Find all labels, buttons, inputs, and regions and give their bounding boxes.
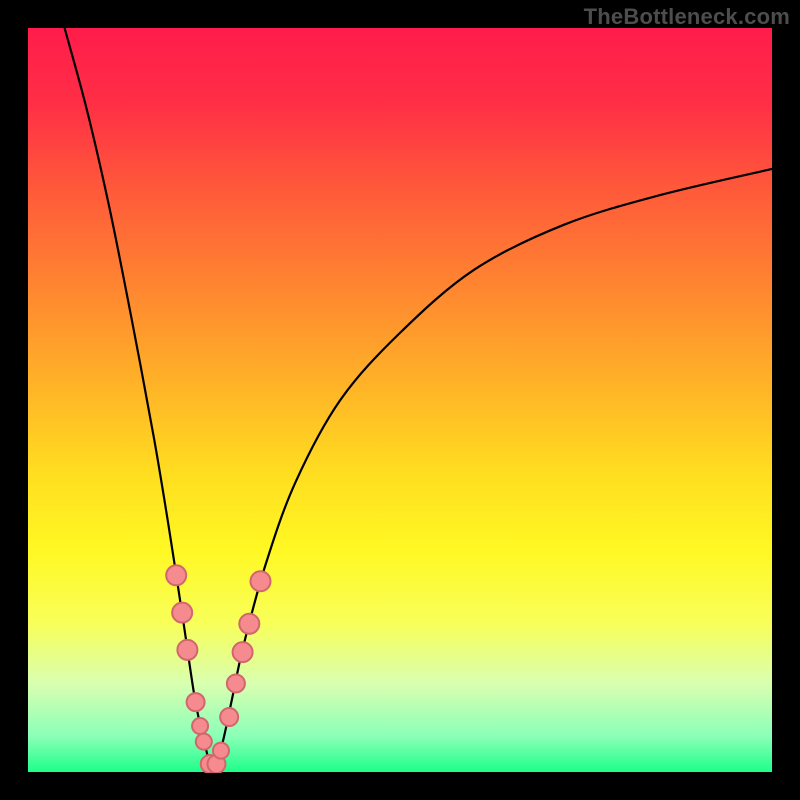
data-marker (227, 674, 245, 692)
data-marker (239, 614, 259, 634)
data-marker (187, 693, 205, 711)
data-marker (250, 571, 270, 591)
data-marker (233, 642, 253, 662)
data-marker (220, 708, 238, 726)
data-marker (172, 603, 192, 623)
data-marker (166, 565, 186, 585)
data-marker (196, 734, 212, 750)
data-marker (192, 718, 208, 734)
chart-canvas: TheBottleneck.com (0, 0, 800, 800)
bottleneck-chart (0, 0, 800, 800)
data-marker (177, 640, 197, 660)
data-marker (213, 743, 229, 759)
watermark-text: TheBottleneck.com (584, 4, 790, 30)
plot-background (27, 27, 773, 773)
